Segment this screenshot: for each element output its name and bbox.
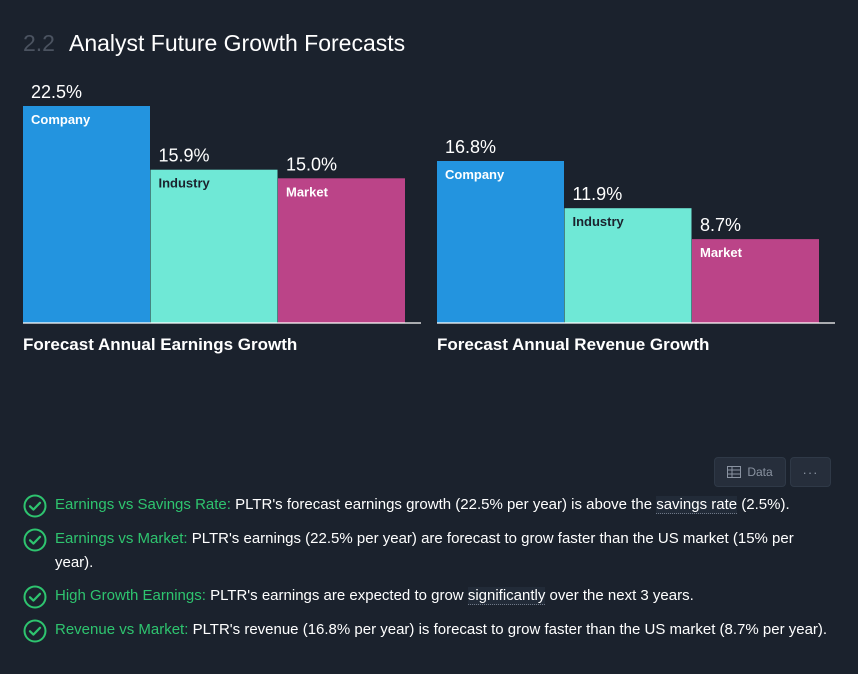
revenue-bar-company xyxy=(437,161,564,323)
revenue-chart-svg: 16.8% Company 11.9% Industry 8.7% Market xyxy=(437,137,835,324)
table-icon xyxy=(727,466,742,478)
check-label: Earnings vs Savings Rate: xyxy=(55,496,231,513)
check-description-end: over the next 3 years. xyxy=(549,587,694,604)
check-description: PLTR's earnings (22.5% per year) are for… xyxy=(55,530,794,571)
earnings-category-label-industry: Industry xyxy=(159,176,211,191)
significantly-link[interactable]: significantly xyxy=(467,587,546,605)
check-text: Earnings vs Market: PLTR's earnings (22.… xyxy=(55,527,833,575)
more-options-button[interactable]: ··· xyxy=(790,457,831,487)
earnings-chart-title: Forecast Annual Earnings Growth xyxy=(23,335,298,354)
revenue-value-label-industry: 11.9% xyxy=(573,184,623,204)
earnings-category-label-market: Market xyxy=(286,184,329,199)
earnings-value-label-industry: 15.9% xyxy=(159,146,210,166)
growth-checks-list: Earnings vs Savings Rate: PLTR's forecas… xyxy=(23,493,833,652)
more-options-icon: ··· xyxy=(802,464,819,480)
section-heading: 2.2 Analyst Future Growth Forecasts xyxy=(23,28,405,58)
check-description: PLTR's revenue (16.8% per year) is forec… xyxy=(192,621,828,638)
savings-rate-link[interactable]: savings rate xyxy=(656,496,738,514)
check-description: PLTR's forecast earnings growth (22.5% p… xyxy=(235,496,653,513)
section-number: 2.2 xyxy=(23,30,55,56)
check-item: Earnings vs Market: PLTR's earnings (22.… xyxy=(23,527,833,575)
data-button[interactable]: Data xyxy=(714,457,786,487)
check-description: PLTR's earnings are expected to grow xyxy=(210,587,464,604)
check-text: High Growth Earnings: PLTR's earnings ar… xyxy=(55,584,833,608)
revenue-chart-title: Forecast Annual Revenue Growth xyxy=(437,335,710,354)
section-title: Analyst Future Growth Forecasts xyxy=(68,30,406,56)
earnings-category-label-company: Company xyxy=(31,112,91,127)
data-button-label: Data xyxy=(747,465,773,479)
check-label: High Growth Earnings: xyxy=(55,587,206,604)
check-circle-icon xyxy=(23,494,47,518)
revenue-category-label-company: Company xyxy=(445,167,505,182)
earnings-bar-market xyxy=(278,178,405,323)
check-circle-icon xyxy=(23,619,47,643)
earnings-value-label-market: 15.0% xyxy=(286,154,337,174)
revenue-category-label-market: Market xyxy=(700,245,743,260)
revenue-category-label-industry: Industry xyxy=(573,214,625,229)
check-item: Earnings vs Savings Rate: PLTR's forecas… xyxy=(23,493,833,518)
revenue-bar-market xyxy=(692,239,819,323)
earnings-value-label-company: 22.5% xyxy=(31,82,82,102)
earnings-bar-company xyxy=(23,106,150,323)
earnings-growth-chart: 22.5% Company 15.9% Industry 15.0% Market For… xyxy=(23,70,421,370)
earnings-chart-svg: 22.5% Company 15.9% Industry 15.0% Market xyxy=(23,82,421,324)
chart-toolbar: Data ··· xyxy=(714,457,831,487)
revenue-value-label-company: 16.8% xyxy=(445,137,496,157)
revenue-growth-chart: 16.8% Company 11.9% Industry 8.7% Market Fore… xyxy=(437,70,835,370)
check-text: Revenue vs Market: PLTR's revenue (16.8%… xyxy=(55,618,833,642)
revenue-value-label-market: 8.7% xyxy=(700,215,741,235)
check-circle-icon xyxy=(23,585,47,609)
check-item: Revenue vs Market: PLTR's revenue (16.8%… xyxy=(23,618,833,643)
check-label: Earnings vs Market: xyxy=(55,530,188,547)
check-description-end: (2.5%). xyxy=(741,496,790,513)
check-text: Earnings vs Savings Rate: PLTR's forecas… xyxy=(55,493,833,517)
check-circle-icon xyxy=(23,528,47,552)
check-item: High Growth Earnings: PLTR's earnings ar… xyxy=(23,584,833,609)
check-label: Revenue vs Market: xyxy=(55,621,189,638)
earnings-bar-industry xyxy=(150,169,278,323)
revenue-bar-industry xyxy=(564,208,692,323)
